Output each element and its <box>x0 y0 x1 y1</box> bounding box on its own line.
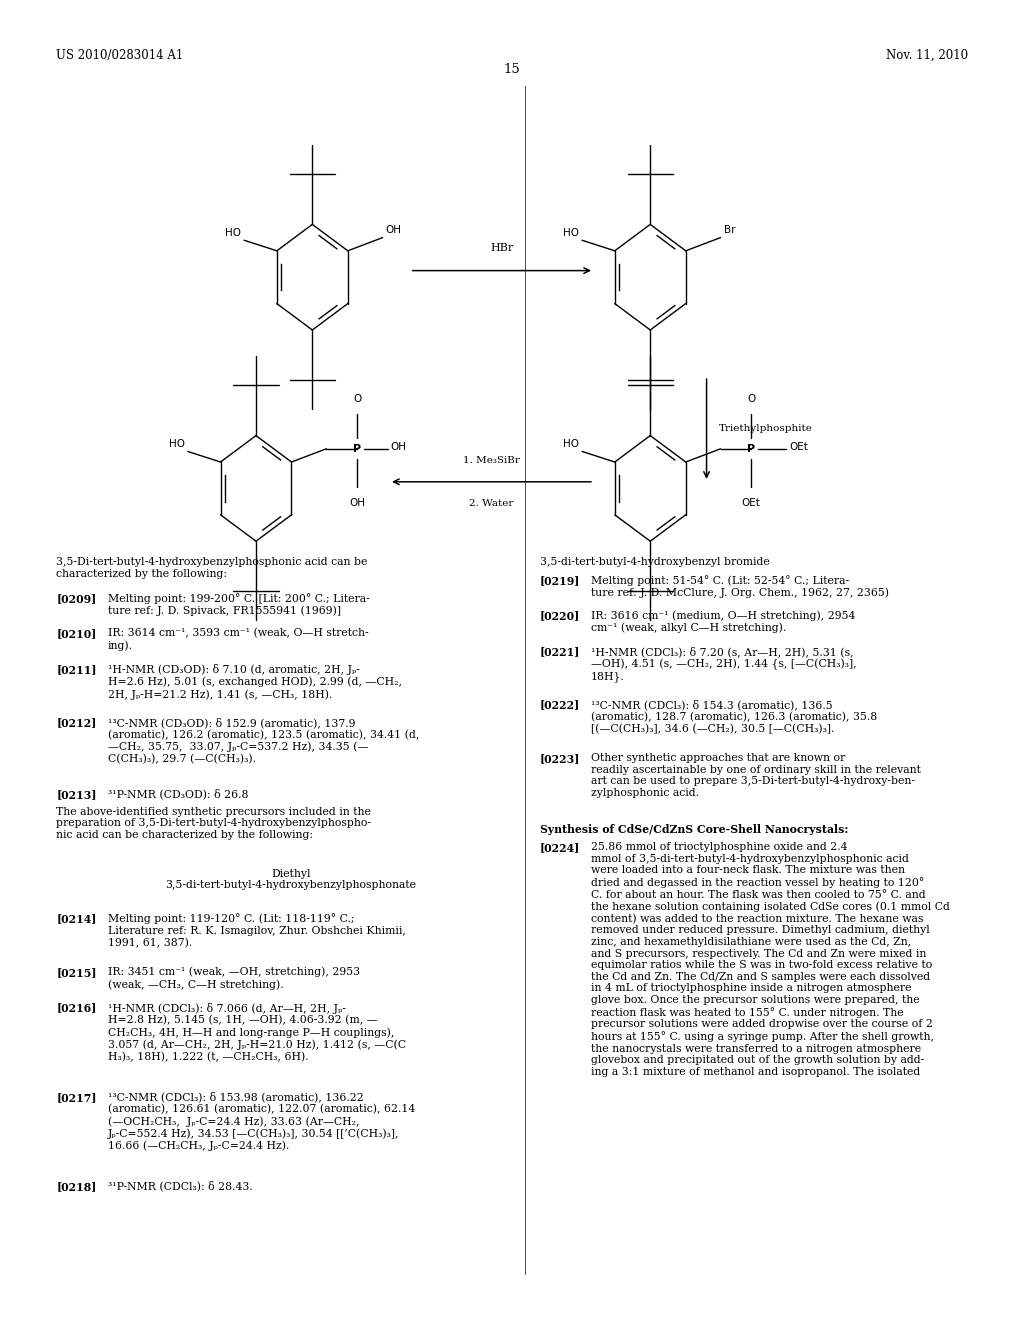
Text: Melting point: 119-120° C. (Lit: 118-119° C.;
Literature ref: R. K. Ismagilov, Z: Melting point: 119-120° C. (Lit: 118-119… <box>108 913 406 948</box>
Text: Diethyl
3,5-di-tert-butyl-4-hydroxybenzylphosphonate: Diethyl 3,5-di-tert-butyl-4-hydroxybenzy… <box>165 869 417 891</box>
Text: Melting point: 51-54° C. (Lit: 52-54° C.; Litera-
ture ref: J. D. McClure, J. Or: Melting point: 51-54° C. (Lit: 52-54° C.… <box>591 576 889 598</box>
Text: 1. Me₃SiBr: 1. Me₃SiBr <box>463 455 520 465</box>
Text: [0216]: [0216] <box>56 1003 96 1014</box>
Text: [0223]: [0223] <box>540 752 580 764</box>
Text: The above-identified synthetic precursors included in the
preparation of 3,5-Di-: The above-identified synthetic precursor… <box>56 807 372 840</box>
Text: [0214]: [0214] <box>56 913 96 924</box>
Text: [0217]: [0217] <box>56 1092 97 1102</box>
Text: [0212]: [0212] <box>56 718 96 729</box>
Text: Other synthetic approaches that are known or
readily ascertainable by one of ord: Other synthetic approaches that are know… <box>591 752 921 797</box>
Text: OEt: OEt <box>790 442 808 453</box>
Text: [0218]: [0218] <box>56 1181 96 1192</box>
Text: ¹H-NMR (CDCl₃): δ 7.20 (s, Ar—H, 2H), 5.31 (s,
—OH), 4.51 (s, —CH₂, 2H), 1.44 {s: ¹H-NMR (CDCl₃): δ 7.20 (s, Ar—H, 2H), 5.… <box>591 647 856 682</box>
Text: [0215]: [0215] <box>56 966 97 978</box>
Text: OH: OH <box>386 224 401 235</box>
Text: ¹H-NMR (CD₃OD): δ 7.10 (d, aromatic, 2H, Jₚ-
H=2.6 Hz), 5.01 (s, exchanged HOD),: ¹H-NMR (CD₃OD): δ 7.10 (d, aromatic, 2H,… <box>108 664 401 700</box>
Text: ³¹P-NMR (CDCl₃): δ 28.43.: ³¹P-NMR (CDCl₃): δ 28.43. <box>108 1181 252 1192</box>
Text: P: P <box>748 444 756 454</box>
Text: ³¹P-NMR (CD₃OD): δ 26.8: ³¹P-NMR (CD₃OD): δ 26.8 <box>108 789 248 800</box>
Text: HO: HO <box>169 438 184 449</box>
Text: [0210]: [0210] <box>56 628 96 639</box>
Text: Br: Br <box>724 224 735 235</box>
Text: O: O <box>353 393 361 404</box>
Text: Nov. 11, 2010: Nov. 11, 2010 <box>886 49 968 62</box>
Text: HO: HO <box>225 227 241 238</box>
Text: ¹H-NMR (CDCl₃): δ 7.066 (d, Ar—H, 2H, Jₚ-
H=2.8 Hz), 5.145 (s, 1H, —OH), 4.06-3.: ¹H-NMR (CDCl₃): δ 7.066 (d, Ar—H, 2H, Jₚ… <box>108 1003 406 1063</box>
Text: O: O <box>748 393 756 404</box>
Text: [0221]: [0221] <box>540 647 580 657</box>
Text: HBr: HBr <box>490 243 513 253</box>
Text: [0211]: [0211] <box>56 664 97 675</box>
Text: IR: 3614 cm⁻¹, 3593 cm⁻¹ (weak, O—H stretch-
ing).: IR: 3614 cm⁻¹, 3593 cm⁻¹ (weak, O—H stre… <box>108 628 369 651</box>
Text: IR: 3616 cm⁻¹ (medium, O—H stretching), 2954
cm⁻¹ (weak, alkyl C—H stretching).: IR: 3616 cm⁻¹ (medium, O—H stretching), … <box>591 610 855 634</box>
Text: [0222]: [0222] <box>540 700 580 710</box>
Text: ¹³C-NMR (CDCl₃): δ 154.3 (aromatic), 136.5
(aromatic), 128.7 (aromatic), 126.3 (: ¹³C-NMR (CDCl₃): δ 154.3 (aromatic), 136… <box>591 700 878 734</box>
Text: ¹³C-NMR (CD₃OD): δ 152.9 (aromatic), 137.9
(aromatic), 126.2 (aromatic), 123.5 (: ¹³C-NMR (CD₃OD): δ 152.9 (aromatic), 137… <box>108 718 419 764</box>
Text: [0209]: [0209] <box>56 593 96 603</box>
Text: Synthesis of CdSe/CdZnS Core-Shell Nanocrystals:: Synthesis of CdSe/CdZnS Core-Shell Nanoc… <box>540 824 848 836</box>
Text: OH: OH <box>391 442 407 453</box>
Text: [0224]: [0224] <box>540 842 580 853</box>
Text: [0220]: [0220] <box>540 610 580 622</box>
Text: 3,5-Di-tert-butyl-4-hydroxybenzylphosphonic acid can be
characterized by the fol: 3,5-Di-tert-butyl-4-hydroxybenzylphospho… <box>56 557 368 578</box>
Text: Triethylphosphite: Triethylphosphite <box>719 425 813 433</box>
Text: Melting point: 199-200° C. [Lit: 200° C.; Litera-
ture ref: J. D. Spivack, FR155: Melting point: 199-200° C. [Lit: 200° C.… <box>108 593 370 616</box>
Text: [0219]: [0219] <box>540 576 580 586</box>
Text: 15: 15 <box>504 63 520 77</box>
Text: OEt: OEt <box>741 498 761 508</box>
Text: [0213]: [0213] <box>56 789 97 800</box>
Text: P: P <box>353 444 361 454</box>
Text: 3,5-di-tert-butyl-4-hydroxybenzyl bromide: 3,5-di-tert-butyl-4-hydroxybenzyl bromid… <box>540 557 769 568</box>
Text: OH: OH <box>349 498 365 508</box>
Text: IR: 3451 cm⁻¹ (weak, —OH, stretching), 2953
(weak, —CH₃, C—H stretching).: IR: 3451 cm⁻¹ (weak, —OH, stretching), 2… <box>108 966 359 990</box>
Text: US 2010/0283014 A1: US 2010/0283014 A1 <box>56 49 183 62</box>
Text: ¹³C-NMR (CDCl₃): δ 153.98 (aromatic), 136.22
(aromatic), 126.61 (aromatic), 122.: ¹³C-NMR (CDCl₃): δ 153.98 (aromatic), 13… <box>108 1092 415 1151</box>
Text: 25.86 mmol of trioctylphosphine oxide and 2.4
mmol of 3,5-di-tert-butyl-4-hydrox: 25.86 mmol of trioctylphosphine oxide an… <box>591 842 949 1077</box>
Text: 2. Water: 2. Water <box>469 499 514 508</box>
Text: HO: HO <box>563 227 579 238</box>
Text: HO: HO <box>563 438 579 449</box>
